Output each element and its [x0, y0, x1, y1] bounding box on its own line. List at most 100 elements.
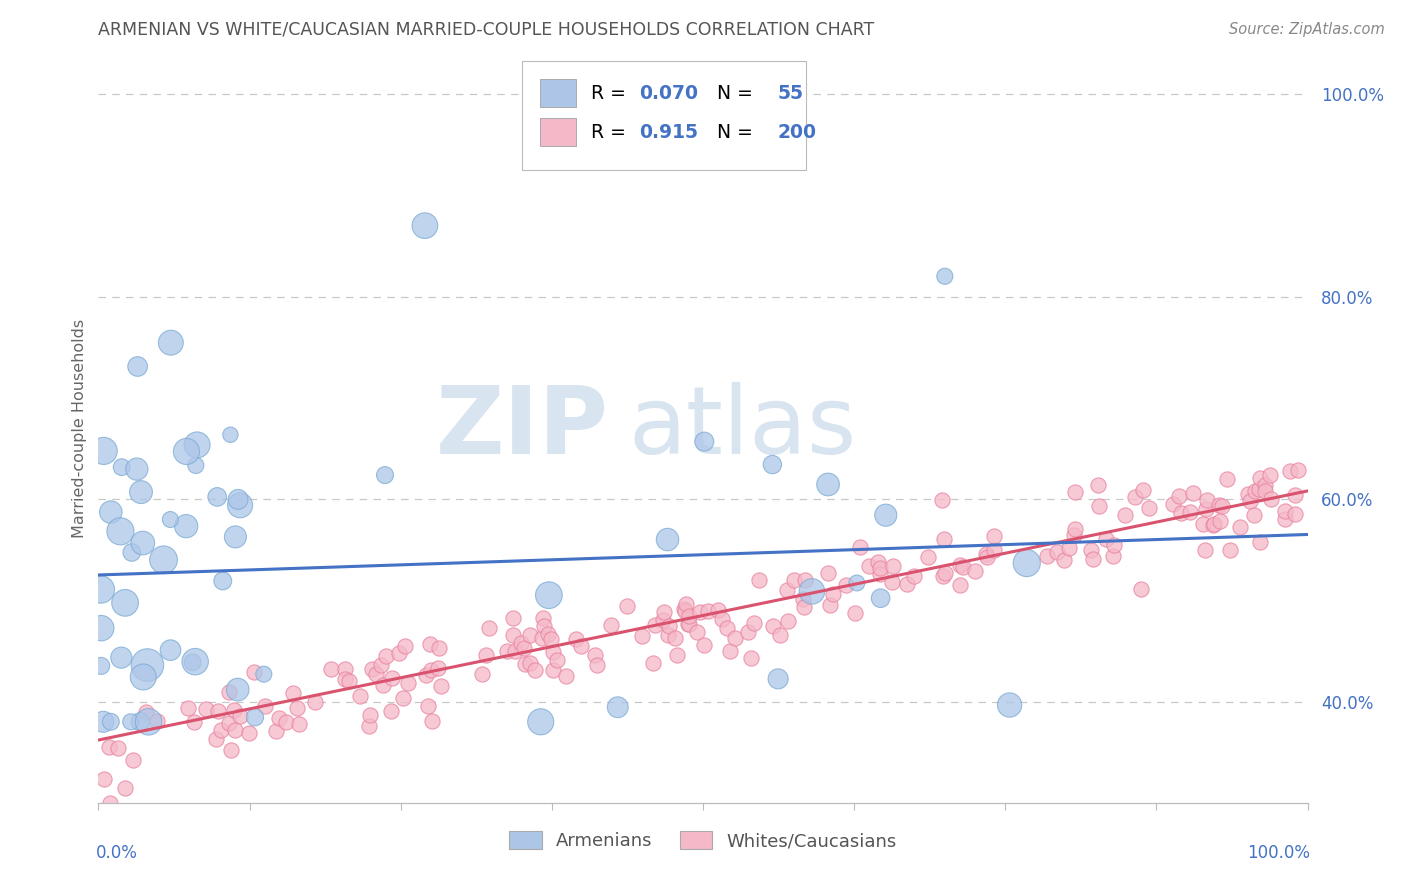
Point — [127, 359, 149, 374]
Point — [651, 613, 673, 627]
Point — [238, 726, 260, 740]
Point — [537, 588, 560, 602]
Point — [817, 477, 839, 491]
Point — [571, 639, 593, 653]
Point — [1046, 544, 1069, 558]
Text: R =: R = — [591, 84, 631, 103]
Point — [177, 701, 200, 715]
Text: N =: N = — [706, 84, 759, 103]
Point — [869, 591, 891, 606]
Point — [673, 602, 696, 616]
Point — [858, 558, 880, 573]
Point — [974, 547, 997, 561]
Point — [565, 632, 588, 647]
Point — [110, 650, 132, 665]
Point — [1137, 501, 1160, 516]
Point — [207, 704, 229, 718]
Point — [205, 490, 228, 504]
Point — [1216, 472, 1239, 486]
Point — [184, 458, 207, 473]
Point — [531, 632, 554, 646]
Point — [1249, 471, 1271, 485]
Point — [866, 555, 889, 569]
Point — [673, 604, 696, 618]
Point — [375, 648, 398, 663]
Point — [333, 662, 356, 676]
Text: R =: R = — [591, 123, 631, 142]
Point — [125, 462, 148, 476]
Point — [138, 714, 160, 729]
Point — [716, 621, 738, 635]
Point — [1080, 542, 1102, 557]
Point — [370, 658, 392, 673]
Point — [98, 796, 121, 810]
Point — [224, 703, 246, 717]
Point — [737, 625, 759, 640]
Point — [380, 671, 402, 685]
Point — [1197, 492, 1219, 507]
Point — [502, 611, 524, 625]
Point — [194, 702, 217, 716]
Point — [337, 673, 360, 688]
Point — [1087, 478, 1109, 492]
Point — [1170, 506, 1192, 520]
Point — [769, 628, 792, 642]
Text: N =: N = — [706, 123, 759, 142]
Point — [266, 724, 288, 739]
Point — [793, 599, 815, 614]
Point — [253, 698, 276, 713]
Point — [949, 558, 972, 572]
Point — [1053, 552, 1076, 566]
Text: 200: 200 — [778, 123, 817, 142]
Point — [776, 614, 799, 628]
Point — [111, 460, 134, 475]
Point — [782, 573, 804, 587]
Text: atlas: atlas — [628, 382, 856, 475]
Point — [794, 573, 817, 587]
Point — [364, 667, 387, 681]
Point — [224, 723, 246, 738]
Point — [675, 597, 697, 611]
Point — [319, 662, 342, 676]
Point — [792, 591, 814, 606]
Point — [90, 659, 112, 673]
Point — [1132, 483, 1154, 497]
Point — [519, 656, 541, 670]
Point — [90, 582, 112, 597]
Point — [546, 653, 568, 667]
Point — [1081, 552, 1104, 566]
Point — [693, 638, 716, 652]
Point — [1202, 516, 1225, 531]
Point — [1064, 522, 1087, 536]
Point — [1254, 478, 1277, 492]
Point — [554, 669, 576, 683]
Point — [1192, 516, 1215, 531]
Point — [121, 545, 143, 559]
Point — [218, 715, 240, 730]
Point — [903, 569, 925, 583]
Point — [335, 673, 357, 687]
Point — [762, 619, 785, 633]
Point — [1178, 505, 1201, 519]
Point — [1181, 486, 1204, 500]
Y-axis label: Married-couple Households: Married-couple Households — [72, 318, 87, 538]
Point — [1284, 488, 1306, 502]
Point — [1129, 582, 1152, 596]
Point — [530, 714, 553, 729]
Point — [226, 492, 249, 507]
Point — [413, 219, 436, 233]
Point — [849, 540, 872, 554]
Point — [835, 578, 858, 592]
Point — [599, 618, 621, 632]
Point — [678, 608, 700, 623]
Point — [176, 444, 198, 458]
Point — [512, 640, 534, 655]
Point — [766, 672, 789, 686]
Point — [1219, 543, 1241, 558]
Point — [1168, 489, 1191, 503]
Point — [676, 617, 699, 632]
Point — [882, 558, 904, 573]
Point — [697, 604, 720, 618]
Point — [543, 645, 565, 659]
Point — [495, 644, 517, 658]
